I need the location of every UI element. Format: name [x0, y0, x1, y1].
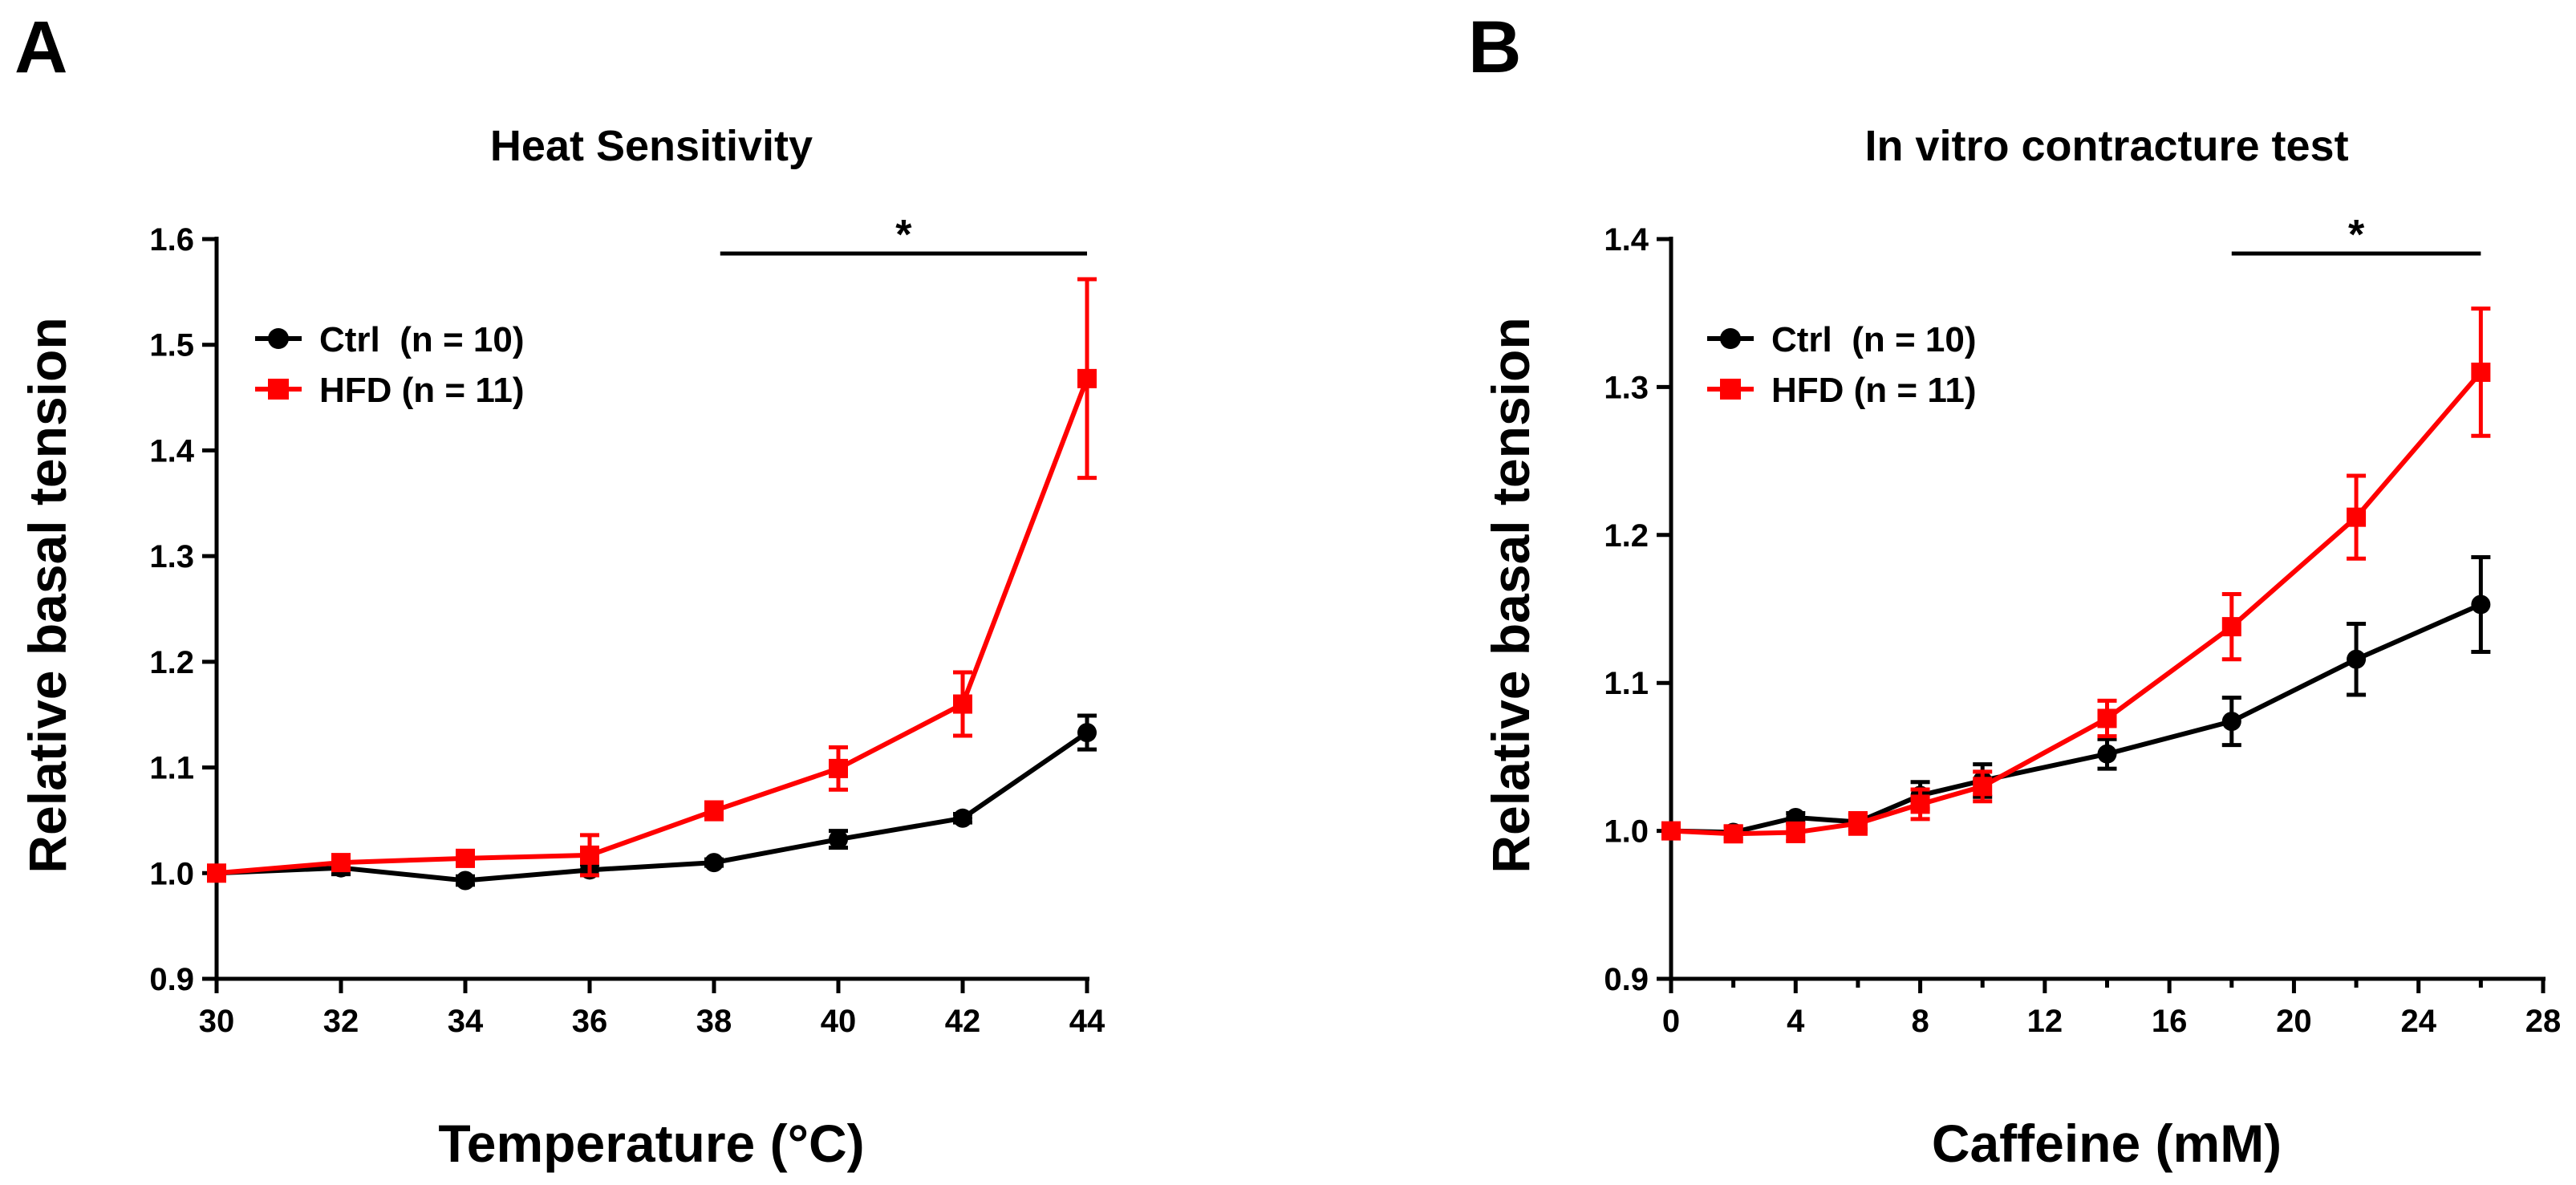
- data-point: [2471, 595, 2491, 615]
- chart-title: In vitro contracture test: [1864, 122, 2348, 170]
- data-point: [953, 694, 972, 714]
- data-point: [2221, 712, 2241, 732]
- x-tick-label: 4: [1787, 1004, 1805, 1039]
- y-tick-label: 1.3: [1604, 370, 1649, 405]
- x-tick-label: 42: [945, 1004, 981, 1039]
- y-tick-label: 1.6: [149, 222, 194, 258]
- legend-marker-circle: [268, 328, 289, 349]
- axes: 0.9 1.0 1.1 1.2 1.3 1.4 0 4 8 12 16 20 24 28: [1604, 222, 2561, 1039]
- x-tick-label: 38: [696, 1004, 732, 1039]
- x-tick-label: 16: [2152, 1004, 2188, 1039]
- y-tick-label: 0.9: [149, 962, 194, 997]
- significance-marker: *: [720, 212, 1087, 258]
- x-tick-label: 12: [2027, 1004, 2063, 1039]
- y-tick-label: 1.2: [1604, 518, 1649, 554]
- y-tick-label: 1.1: [149, 751, 194, 786]
- y-tick-label: 0.9: [1604, 962, 1649, 997]
- series-hfd: [207, 277, 1097, 883]
- panel-b: B In vitro contracture test Relative bas…: [1468, 6, 2561, 1173]
- legend: Ctrl (n = 10) HFD (n = 11): [255, 320, 525, 410]
- data-point: [1786, 822, 1806, 842]
- legend-label-hfd: HFD (n = 11): [319, 371, 525, 410]
- data-point: [704, 853, 724, 873]
- data-point: [2347, 507, 2367, 527]
- x-tick-label: 40: [821, 1004, 857, 1039]
- data-point: [331, 853, 351, 873]
- data-point: [1661, 821, 1681, 841]
- data-point: [207, 863, 226, 883]
- legend-item-hfd: HFD (n = 11): [255, 371, 525, 410]
- y-axis-label: Relative basal tension: [18, 317, 77, 873]
- series-ctrl: [1661, 554, 2491, 842]
- legend-item-ctrl: Ctrl (n = 10): [255, 320, 525, 359]
- data-point: [2097, 708, 2117, 728]
- data-point: [829, 758, 848, 778]
- x-tick-label: 28: [2525, 1004, 2562, 1039]
- series-line: [216, 730, 1089, 883]
- significance-label: *: [2348, 212, 2365, 258]
- y-tick-label: 1.3: [149, 539, 194, 574]
- data-point: [1973, 777, 1993, 797]
- y-tick-label: 1.0: [149, 856, 194, 891]
- y-tick-label: 1.2: [149, 645, 194, 680]
- data-point: [2471, 362, 2491, 382]
- data-point: [829, 830, 848, 850]
- data-point: [1848, 814, 1868, 834]
- series-line: [1670, 371, 2483, 837]
- x-tick-label: 36: [572, 1004, 608, 1039]
- data-point: [1723, 824, 1743, 844]
- legend-marker-circle: [1720, 328, 1741, 349]
- significance-marker: *: [2231, 212, 2481, 258]
- data-point: [953, 808, 972, 828]
- y-tick-label: 1.1: [1604, 666, 1649, 701]
- panel-a: A Heat Sensitivity Relative basal tensio…: [14, 6, 1105, 1173]
- data-point: [2097, 744, 2117, 764]
- legend-label-ctrl: Ctrl (n = 10): [319, 320, 525, 359]
- y-tick-label: 1.4: [149, 433, 194, 469]
- series-layer: [1661, 306, 2491, 844]
- series-layer: [207, 277, 1097, 891]
- legend: Ctrl (n = 10) HFD (n = 11): [1707, 320, 1977, 410]
- data-point: [1077, 368, 1097, 388]
- significance-label: *: [895, 212, 912, 258]
- data-point: [1910, 794, 1930, 814]
- x-tick-label: 0: [1662, 1004, 1680, 1039]
- axes: 0.9 1.0 1.1 1.2 1.3 1.4 1.5 1.6 30 32 34 36 38 40 42 44: [149, 222, 1105, 1039]
- y-tick-label: 1.4: [1604, 222, 1649, 258]
- x-axis-label: Caffeine (mM): [1932, 1114, 2282, 1173]
- legend-item-hfd: HFD (n = 11): [1707, 371, 1977, 410]
- series-line: [216, 377, 1089, 876]
- y-tick-label: 1.0: [1604, 814, 1649, 850]
- data-point: [2221, 617, 2241, 637]
- y-axis-label: Relative basal tension: [1481, 317, 1540, 873]
- data-point: [580, 845, 599, 865]
- x-axis-label: Temperature (°C): [438, 1114, 864, 1173]
- x-tick-label: 30: [199, 1004, 235, 1039]
- legend-marker-square: [1720, 379, 1741, 400]
- data-point: [456, 848, 475, 868]
- panel-letter: B: [1468, 6, 1521, 88]
- data-point: [704, 801, 724, 821]
- legend-marker-square: [268, 379, 289, 400]
- series-hfd: [1661, 306, 2491, 844]
- x-tick-label: 32: [323, 1004, 359, 1039]
- x-tick-label: 20: [2276, 1004, 2312, 1039]
- data-point: [456, 870, 475, 891]
- y-tick-label: 1.5: [149, 328, 194, 363]
- x-tick-label: 8: [1911, 1004, 1929, 1039]
- legend-label-hfd: HFD (n = 11): [1771, 371, 1977, 410]
- data-point: [1077, 723, 1097, 743]
- panel-letter: A: [14, 6, 67, 88]
- legend-label-ctrl: Ctrl (n = 10): [1771, 320, 1977, 359]
- x-tick-label: 24: [2400, 1004, 2436, 1039]
- series-line: [1670, 602, 2482, 835]
- x-tick-label: 34: [448, 1004, 484, 1039]
- legend-item-ctrl: Ctrl (n = 10): [1707, 320, 1977, 359]
- x-tick-label: 44: [1069, 1004, 1105, 1039]
- data-point: [2347, 649, 2367, 669]
- chart-title: Heat Sensitivity: [490, 122, 813, 170]
